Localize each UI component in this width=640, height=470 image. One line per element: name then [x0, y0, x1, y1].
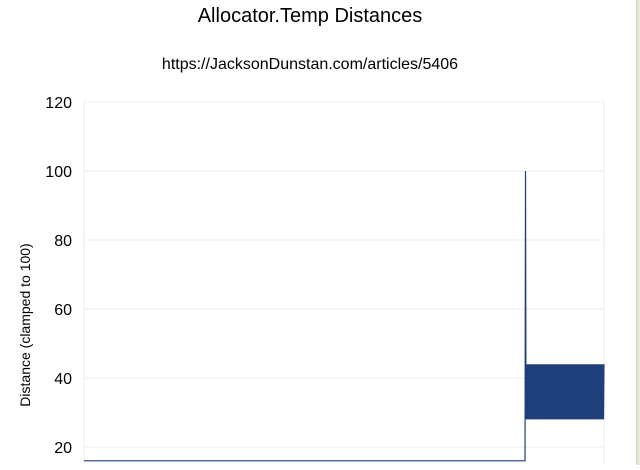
grid-lines: [83, 101, 605, 465]
y-axis-label: Distance (clamped to 100): [17, 243, 33, 406]
series-line: [84, 170, 605, 462]
y-tick-label: 20: [54, 440, 72, 457]
y-tick-label: 120: [45, 95, 72, 112]
y-tick-label: 40: [54, 371, 72, 388]
y-tick-labels: 20 40 60 80 100 120: [45, 95, 72, 457]
chart-subtitle: https://JacksonDunstan.com/articles/5406: [162, 56, 458, 73]
y-tick-label: 100: [45, 164, 72, 181]
y-tick-label: 60: [54, 302, 72, 319]
plot-area: [84, 170, 605, 462]
y-tick-label: 80: [54, 233, 72, 250]
chart-title: Allocator.Temp Distances: [198, 5, 423, 27]
window-edge: [636, 0, 640, 465]
